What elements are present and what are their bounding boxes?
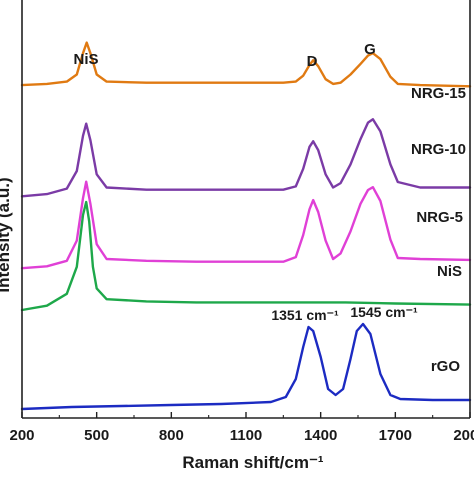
series-line-nis — [20, 200, 472, 312]
series-label-nrg-15: NRG-15 — [411, 85, 466, 102]
series-line-rgo — [20, 322, 472, 411]
series-labels: NRG-15 NRG-10 NRG-5 NiS rGO — [411, 85, 466, 375]
annotation-g: G — [364, 41, 376, 58]
x-axis-title: Raman shift/cm⁻¹ — [182, 453, 324, 472]
series-label-rgo: rGO — [431, 358, 461, 375]
x-tick-label-1700: 1700 — [379, 427, 412, 444]
x-tick-label-500: 500 — [84, 427, 109, 444]
x-tick-label-800: 800 — [159, 427, 184, 444]
x-tick-label-2000: 2000 — [453, 427, 474, 444]
series-label-nis: NiS — [437, 263, 462, 280]
x-axis-ticks: 200 500 800 1100 1400 1700 2000 — [9, 412, 474, 444]
y-axis-title: Intensity (a.u.) — [0, 177, 13, 292]
x-tick-label-200: 200 — [9, 427, 34, 444]
annotation-1545-cm-: 1545 cm⁻¹ — [350, 304, 418, 320]
annotation-d: D — [307, 53, 318, 70]
annotation-1351-cm-: 1351 cm⁻¹ — [271, 307, 339, 323]
annotation-nis: NiS — [73, 51, 98, 68]
series-layer — [20, 41, 472, 411]
series-line-nrg-5 — [20, 180, 472, 270]
series-label-nrg-10: NRG-10 — [411, 141, 466, 158]
series-line-nrg-10 — [20, 118, 472, 198]
series-line-nrg-15 — [20, 41, 472, 88]
x-tick-label-1100: 1100 — [230, 427, 263, 444]
annotations: NiS D G 1351 cm⁻¹ 1545 cm⁻¹ — [73, 41, 418, 323]
x-tick-label-1400: 1400 — [304, 427, 337, 444]
series-label-nrg-5: NRG-5 — [416, 209, 463, 226]
